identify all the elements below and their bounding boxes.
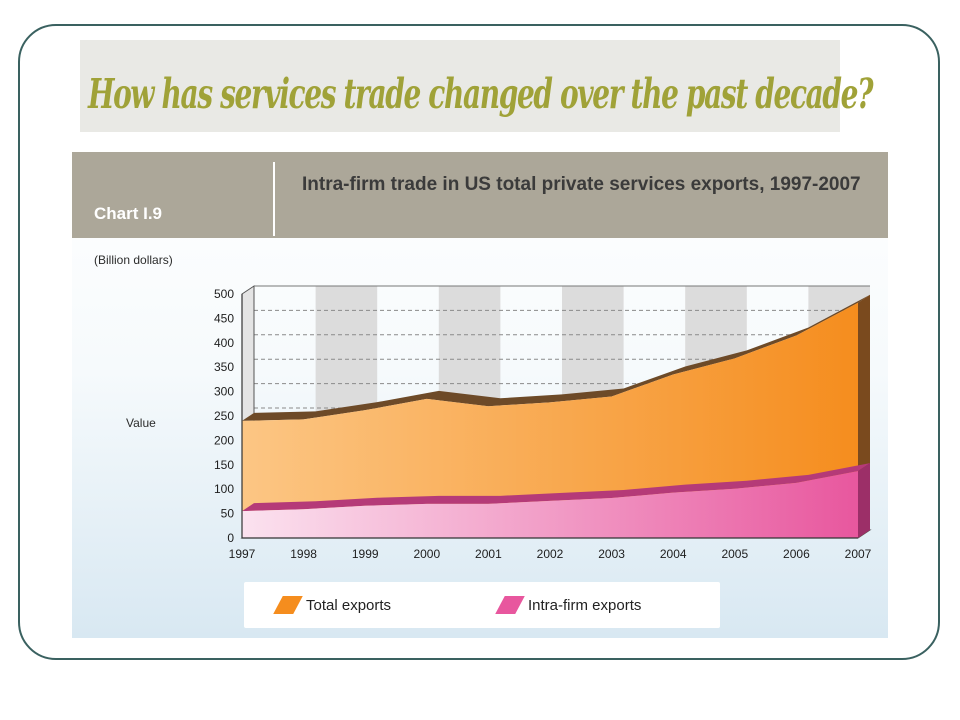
y-tick-label: 250 <box>214 409 234 423</box>
total-exports-area <box>242 302 858 538</box>
legend-label-total-exports: Total exports <box>306 596 392 614</box>
title-banner: How has services trade changed over the … <box>80 40 874 132</box>
chart-title: Intra-firm trade in US total private ser… <box>302 174 861 195</box>
y-tick-label: 200 <box>214 433 234 447</box>
y-tick-label: 500 <box>214 287 234 301</box>
x-tick-label: 2003 <box>598 547 625 561</box>
x-tick-label: 2004 <box>660 547 687 561</box>
slide-frame <box>18 24 940 660</box>
header-divider <box>273 162 275 236</box>
y-tick-label: 350 <box>214 360 234 374</box>
intra-firm-exports-top-ribbon <box>242 463 870 512</box>
x-tick-label: 2006 <box>783 547 810 561</box>
chart-number: Chart I.9 <box>94 204 163 223</box>
total-exports-top-ribbon <box>242 294 870 421</box>
y-axis-title: Value <box>126 416 156 430</box>
chart-header: Chart I.9 Intra-firm trade in US total p… <box>72 152 888 238</box>
x-tick-label: 2000 <box>413 547 440 561</box>
y-tick-label: 450 <box>214 311 234 325</box>
x-tick-label: 1998 <box>290 547 317 561</box>
area-chart: 0 50 100 150 200 250 300 350 400 450 500 1997 1998 19… <box>94 253 872 561</box>
y-tick-label: 150 <box>214 458 234 472</box>
chart-panel: Chart I.9 Intra-firm trade in US total p… <box>72 152 888 638</box>
x-tick-label: 2005 <box>721 547 748 561</box>
x-tick-label: 2002 <box>537 547 564 561</box>
y-tick-label: 0 <box>227 531 234 545</box>
x-tick-label: 1999 <box>352 547 379 561</box>
slide-title: How has services trade changed over the … <box>88 69 874 119</box>
x-tick-label: 1997 <box>229 547 256 561</box>
legend-swatch-total-exports <box>273 596 303 614</box>
y-tick-label: 100 <box>214 482 234 496</box>
y-tick-label: 50 <box>221 507 235 521</box>
unit-label: (Billion dollars) <box>94 253 173 267</box>
intra-firm-exports-area <box>242 471 858 538</box>
legend-item-total-exports: Total exports <box>273 594 392 616</box>
intra-firm-exports-end-face <box>858 463 870 538</box>
legend-swatch-intra-firm-exports <box>495 596 525 614</box>
x-tick-label: 2007 <box>845 547 872 561</box>
y-tick-label: 300 <box>214 385 234 399</box>
legend: Total exports Intra-firm exports <box>244 582 720 628</box>
legend-item-intra-firm-exports: Intra-firm exports <box>495 594 642 616</box>
x-tick-label: 2001 <box>475 547 502 561</box>
legend-label-intra-firm-exports: Intra-firm exports <box>528 596 642 614</box>
y-tick-label: 400 <box>214 336 234 350</box>
